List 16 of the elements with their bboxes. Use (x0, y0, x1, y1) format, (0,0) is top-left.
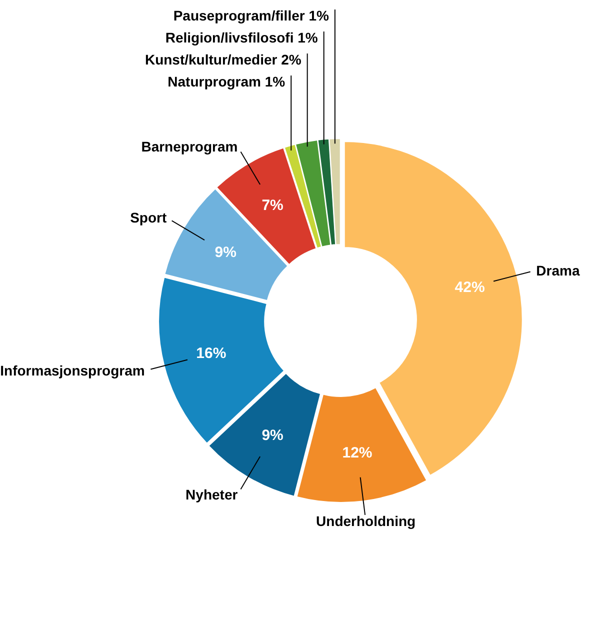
data-label: 9% (262, 426, 284, 444)
slice-label: Kunst/kultur/medier 2% (144, 52, 302, 68)
slice-label: Drama (536, 262, 580, 278)
slice-label: Barneprogram (141, 138, 238, 155)
data-label: 12% (342, 444, 372, 462)
slice-label: Sport (130, 210, 167, 226)
slice-label: Nyheter (186, 486, 238, 502)
slice-label: Pauseprogram/filler 1% (173, 8, 330, 24)
slice-label: Religion/livsfilosofi 1% (165, 30, 318, 46)
data-label: 42% (454, 278, 485, 296)
data-label: 7% (262, 197, 284, 214)
slice-label: Informasjonsprogram (0, 362, 145, 379)
data-label: 9% (214, 244, 236, 262)
slice-label: Underholdning (316, 512, 416, 529)
slice-label: Naturprogram 1% (168, 74, 286, 90)
data-label: 16% (196, 345, 226, 362)
